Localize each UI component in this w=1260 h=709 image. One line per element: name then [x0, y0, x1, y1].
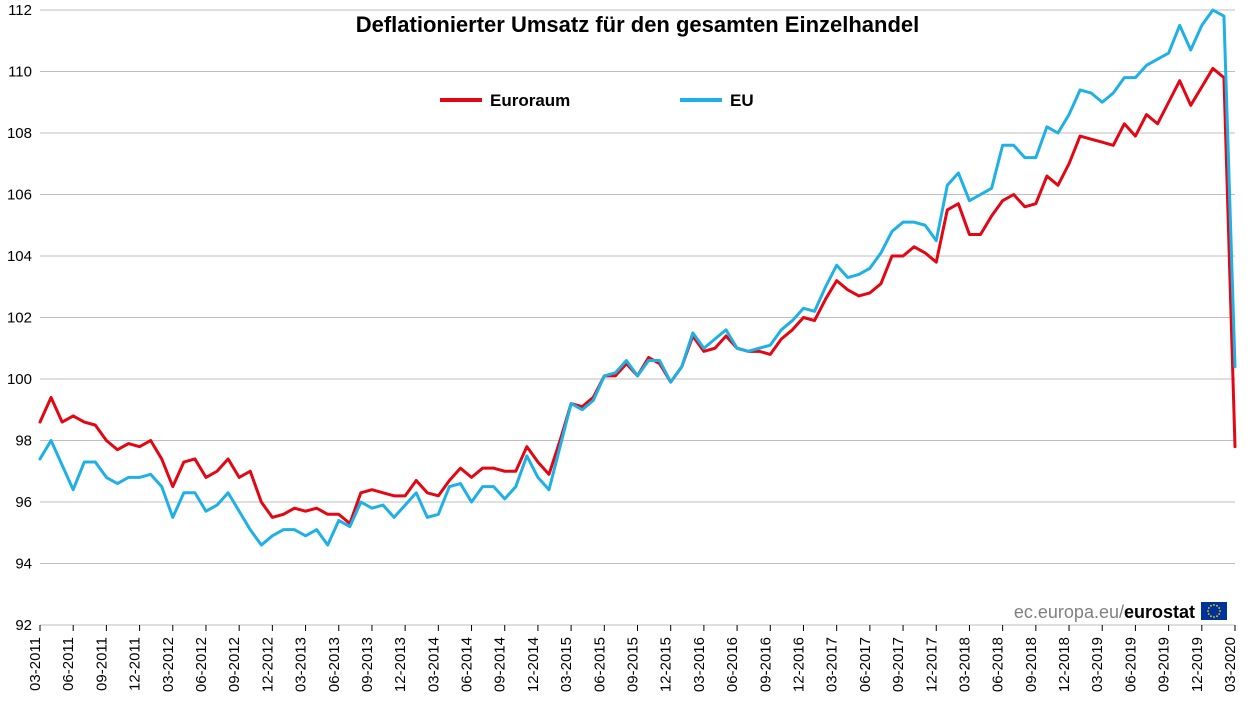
eu-flag-star: [1210, 605, 1212, 607]
eu-flag-star: [1218, 607, 1220, 609]
eu-flag-star: [1207, 610, 1209, 612]
eu-flag-star: [1213, 616, 1215, 618]
y-tick-label: 112: [8, 2, 32, 19]
x-tick-label: 12-2013: [392, 637, 409, 692]
legend-label: EU: [730, 91, 754, 110]
y-tick-label: 110: [8, 64, 32, 81]
eu-flag-star: [1219, 610, 1221, 612]
eu-flag-star: [1208, 613, 1210, 615]
x-tick-label: 06-2015: [591, 637, 608, 692]
x-tick-label: 06-2017: [857, 637, 874, 692]
x-tick-label: 06-2012: [193, 637, 210, 692]
y-tick-label: 102: [7, 310, 32, 327]
x-tick-label: 12-2016: [790, 637, 807, 692]
x-tick-label: 03-2011: [27, 637, 44, 691]
x-tick-label: 12-2019: [1189, 637, 1206, 692]
x-tick-label: 03-2015: [558, 637, 575, 692]
x-tick-label: 06-2013: [326, 637, 343, 692]
x-tick-label: 03-2014: [425, 637, 442, 692]
x-tick-label: 06-2016: [724, 637, 741, 692]
x-tick-label: 12-2018: [1056, 637, 1073, 692]
eu-flag-star: [1210, 615, 1212, 617]
y-tick-label: 106: [7, 187, 32, 204]
y-tick-label: 94: [15, 556, 32, 573]
x-tick-label: 06-2014: [459, 637, 476, 692]
y-tick-label: 100: [7, 371, 32, 388]
eu-flag-star: [1218, 613, 1220, 615]
legend-label: Euroraum: [490, 91, 570, 110]
y-tick-label: 98: [15, 433, 32, 450]
x-tick-label: 03-2017: [824, 637, 841, 692]
chart-title: Deflationierter Umsatz für den gesamten …: [356, 12, 920, 37]
x-tick-label: 06-2018: [990, 637, 1007, 692]
x-tick-label: 03-2020: [1222, 637, 1239, 692]
x-tick-label: 09-2011: [93, 637, 110, 691]
x-tick-label: 12-2015: [658, 637, 675, 692]
x-tick-label: 12-2014: [525, 637, 542, 692]
x-tick-label: 12-2012: [259, 637, 276, 692]
x-tick-label: 06-2011: [60, 637, 77, 691]
y-tick-label: 108: [7, 125, 32, 142]
eu-flag-star: [1208, 607, 1210, 609]
x-tick-label: 12-2017: [923, 637, 940, 692]
x-tick-label: 09-2012: [226, 637, 243, 692]
x-tick-label: 12-2011: [127, 637, 144, 691]
x-tick-label: 09-2016: [757, 637, 774, 692]
y-tick-label: 104: [7, 248, 32, 265]
x-tick-label: 09-2014: [492, 637, 509, 692]
x-tick-label: 03-2012: [160, 637, 177, 692]
x-tick-label: 03-2018: [956, 637, 973, 692]
chart-container: 92 94 96 98 100 102 104 106 108 110 112 Deflationie…: [0, 0, 1260, 709]
x-tick-label: 06-2019: [1122, 637, 1139, 692]
eu-flag-star: [1216, 605, 1218, 607]
y-tick-label: 96: [15, 494, 32, 511]
x-tick-label: 09-2017: [890, 637, 907, 692]
x-tick-label: 09-2019: [1156, 637, 1173, 692]
x-tick-label: 03-2013: [293, 637, 310, 692]
x-tick-label: 09-2018: [1023, 637, 1040, 692]
x-tick-label: 09-2013: [359, 637, 376, 692]
attribution-text: ec.europa.eu/eurostat: [1014, 602, 1195, 622]
eu-flag-star: [1213, 604, 1215, 606]
y-tick-label: 92: [15, 617, 32, 634]
line-chart-svg: 92 94 96 98 100 102 104 106 108 110 112 Deflationie…: [0, 0, 1260, 709]
eu-flag-star: [1216, 615, 1218, 617]
x-tick-label: 03-2019: [1089, 637, 1106, 692]
x-tick-label: 09-2015: [625, 637, 642, 692]
x-tick-label: 03-2016: [691, 637, 708, 692]
